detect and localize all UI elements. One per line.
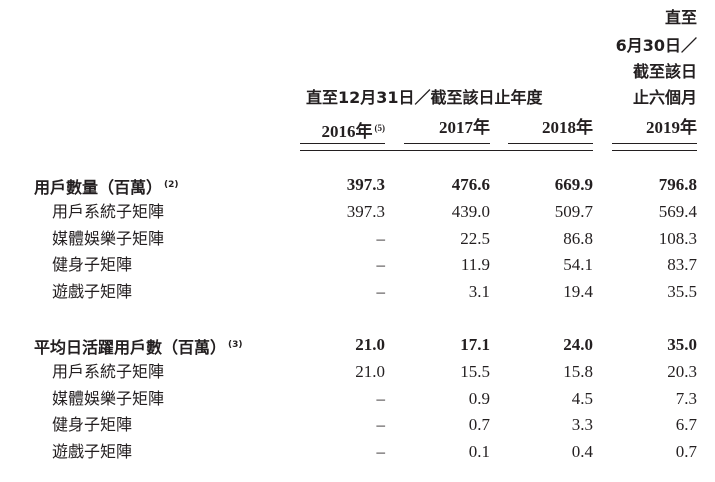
- year-label: 2018年: [542, 118, 593, 137]
- section-title: 用戶數量（百萬） (2): [34, 175, 179, 198]
- row-label: 媒體娛樂子矩陣: [52, 229, 165, 248]
- period-label-line: 直至: [664, 8, 697, 27]
- year-label: 2016年: [321, 122, 373, 141]
- cell-value: –: [376, 389, 386, 408]
- cell-value: 6.7: [675, 415, 697, 434]
- cell-value: 7.3: [675, 389, 697, 408]
- footnote-ref: (3): [228, 340, 243, 350]
- cell-value: 569.4: [658, 202, 697, 221]
- year-header: 2018年: [542, 118, 593, 138]
- total-value: 796.8: [658, 175, 697, 194]
- cell-value: 15.5: [460, 362, 490, 381]
- period-underline: [612, 150, 697, 151]
- cell-value: 19.4: [563, 282, 593, 301]
- cell-value: 11.9: [460, 255, 490, 274]
- year-underline: [404, 143, 490, 144]
- cell-value: 83.7: [667, 255, 697, 274]
- row-label: 健身子矩陣: [52, 415, 133, 434]
- group-underline: [300, 150, 593, 151]
- cell-value: 397.3: [346, 202, 385, 221]
- total-value: 669.9: [554, 175, 593, 194]
- cell-value: 54.1: [563, 255, 593, 274]
- year-underline: [612, 143, 697, 144]
- cell-value: 509.7: [554, 202, 593, 221]
- period-label-line: 截至該日: [632, 62, 697, 81]
- year-header: 2017年: [439, 118, 490, 138]
- footnote-ref: (5): [374, 123, 386, 133]
- year-underline: [508, 143, 593, 144]
- cell-value: 20.3: [667, 362, 697, 381]
- section-title-text: 平均日活躍用戶數（百萬）: [34, 338, 227, 357]
- total-value: 21.0: [355, 335, 385, 354]
- cell-value: –: [376, 282, 386, 301]
- footnote-ref: (2): [164, 180, 179, 190]
- year-label: 2017年: [439, 118, 490, 137]
- cell-value: 0.4: [571, 442, 593, 461]
- cell-value: –: [376, 255, 386, 274]
- cell-value: –: [376, 442, 386, 461]
- cell-value: 86.8: [563, 229, 593, 248]
- row-label: 媒體娛樂子矩陣: [52, 389, 165, 408]
- cell-value: 0.7: [468, 415, 490, 434]
- cell-value: 3.3: [571, 415, 593, 434]
- total-value: 397.3: [346, 175, 385, 194]
- cell-value: 0.1: [468, 442, 490, 461]
- cell-value: 4.5: [571, 389, 593, 408]
- cell-value: 439.0: [451, 202, 490, 221]
- total-value: 476.6: [451, 175, 490, 194]
- cell-value: 0.9: [468, 389, 490, 408]
- total-value: 24.0: [563, 335, 593, 354]
- row-label: 用戶系統子矩陣: [52, 202, 165, 221]
- group-label: 直至12月31日／截至該日止年度: [306, 88, 543, 107]
- period-label-line: 6月30日／: [615, 36, 697, 55]
- cell-value: 0.7: [675, 442, 697, 461]
- total-value: 35.0: [667, 335, 697, 354]
- cell-value: 35.5: [667, 282, 697, 301]
- total-value: 17.1: [460, 335, 490, 354]
- cell-value: 15.8: [563, 362, 593, 381]
- section-title-text: 用戶數量（百萬）: [34, 178, 163, 197]
- cell-value: –: [376, 415, 386, 434]
- cell-value: 22.5: [460, 229, 490, 248]
- cell-value: –: [376, 229, 386, 248]
- cell-value: 21.0: [355, 362, 385, 381]
- cell-value: 3.1: [468, 282, 490, 301]
- row-label: 遊戲子矩陣: [52, 282, 133, 301]
- row-label: 健身子矩陣: [52, 255, 133, 274]
- cell-value: 108.3: [658, 229, 697, 248]
- row-label: 遊戲子矩陣: [52, 442, 133, 461]
- year-underline: [300, 143, 385, 144]
- period-label-line: 止六個月: [632, 88, 697, 107]
- year-label: 2019年: [646, 118, 697, 137]
- year-header: 2019年: [646, 118, 697, 138]
- section-title: 平均日活躍用戶數（百萬） (3): [34, 335, 243, 358]
- year-header: 2016年 (5): [322, 118, 386, 142]
- row-label: 用戶系統子矩陣: [52, 362, 165, 381]
